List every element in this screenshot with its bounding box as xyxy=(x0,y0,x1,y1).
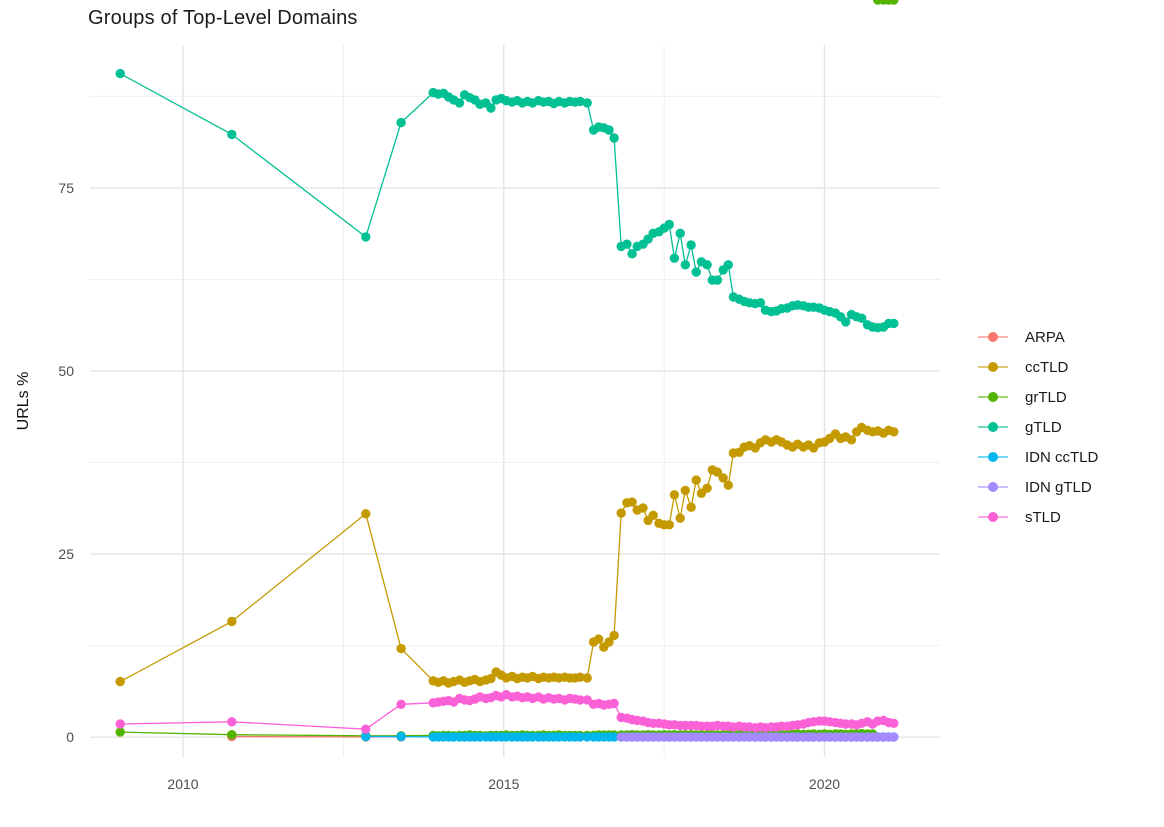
legend-label-arpa: ARPA xyxy=(1025,328,1065,346)
legend-label-idn-cctld: IDN ccTLD xyxy=(1025,448,1099,466)
series-points-idn-gtld xyxy=(616,732,899,742)
legend-key-idn-cctld-icon xyxy=(978,452,1008,463)
x-tick-label-2020: 2020 xyxy=(809,776,840,792)
x-tick-label-2015: 2015 xyxy=(488,776,519,792)
legend: ARPA ccTLD grTLD gTLD IDN ccTLD IDN gTLD sTLD xyxy=(978,322,1098,532)
legend-item-gtld: gTLD xyxy=(978,412,1098,442)
gridlines-minor xyxy=(90,45,940,757)
legend-key-grtld-icon xyxy=(978,392,1008,403)
legend-label-stld: sTLD xyxy=(1025,508,1061,526)
y-tick-label-25: 25 xyxy=(58,546,74,562)
x-axis-tick-labels: 2010 2015 2020 xyxy=(167,776,840,792)
y-tick-label-50: 50 xyxy=(58,363,74,379)
x-tick-label-2010: 2010 xyxy=(167,776,198,792)
legend-item-cctld: ccTLD xyxy=(978,352,1098,382)
legend-key-arpa-icon xyxy=(978,332,1008,343)
series-points-gtld xyxy=(115,68,899,333)
y-tick-label-75: 75 xyxy=(58,180,74,196)
legend-item-grtld: grTLD xyxy=(978,382,1098,412)
y-tick-label-0: 0 xyxy=(66,729,74,745)
gridlines-major xyxy=(90,45,940,757)
chart-title: Groups of Top-Level Domains xyxy=(88,7,358,29)
legend-key-gtld-icon xyxy=(978,422,1008,433)
series-points-grtld xyxy=(115,0,899,741)
legend-key-stld-icon xyxy=(978,512,1008,523)
legend-label-grtld: grTLD xyxy=(1025,388,1067,406)
series-line-gtld xyxy=(119,73,894,329)
legend-key-idn-gtld-icon xyxy=(978,482,1008,493)
legend-item-arpa: ARPA xyxy=(978,322,1098,352)
series-points-stld xyxy=(115,690,899,734)
legend-key-cctld-icon xyxy=(978,362,1008,373)
legend-label-cctld: ccTLD xyxy=(1025,358,1069,376)
legend-label-gtld: gTLD xyxy=(1025,418,1062,436)
y-axis-tick-labels: 0 25 50 75 xyxy=(58,180,74,745)
series-points-cctld xyxy=(115,422,899,688)
legend-item-idn-cctld: IDN ccTLD xyxy=(978,442,1098,472)
legend-item-stld: sTLD xyxy=(978,502,1098,532)
legend-label-idn-gtld: IDN gTLD xyxy=(1025,478,1092,496)
legend-item-idn-gtld: IDN gTLD xyxy=(978,472,1098,502)
series-line-cctld xyxy=(119,426,894,684)
